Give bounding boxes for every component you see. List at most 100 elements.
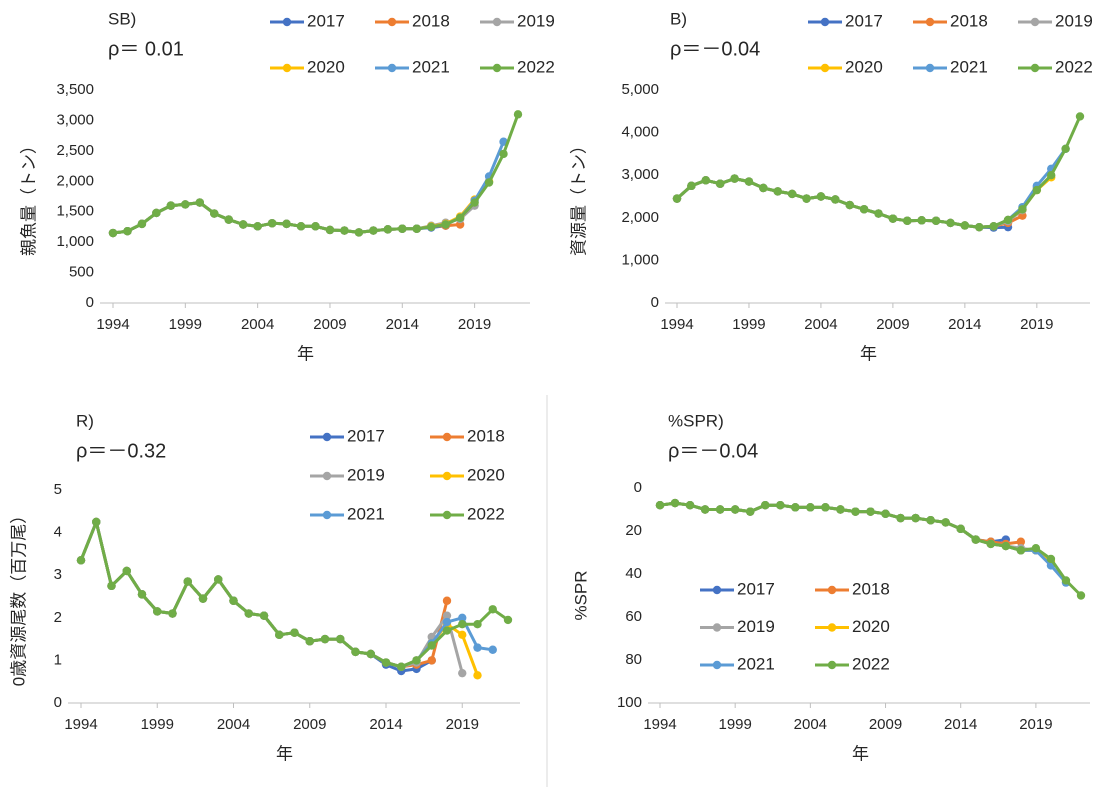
y-tick-label: 40 [625, 565, 642, 582]
legend-label: 2017 [845, 11, 883, 30]
point [975, 222, 984, 232]
legend-label: 2019 [737, 617, 775, 636]
point [715, 179, 725, 188]
point [290, 628, 299, 637]
y-axis-label: %SPR [571, 570, 590, 620]
point [305, 637, 314, 646]
point [903, 216, 912, 225]
y-tick-label: 100 [617, 694, 642, 711]
legend-label: 2019 [347, 465, 385, 484]
point [336, 634, 345, 644]
point [183, 577, 192, 586]
point [340, 226, 349, 235]
point [442, 596, 452, 605]
y-axis-label: 資源量（トン） [569, 137, 588, 256]
point [499, 149, 508, 159]
series-line [79, 520, 464, 674]
panel-subtitle: ρ＝－0.04 [668, 440, 758, 462]
series-line [79, 520, 433, 673]
legend-label: 2020 [307, 57, 345, 76]
point [821, 503, 830, 512]
panel-title: B) [670, 9, 687, 28]
series-line [79, 520, 479, 676]
point [701, 176, 710, 185]
x-tick-label: 2019 [458, 316, 491, 333]
point [92, 517, 101, 527]
legend-label: 2018 [950, 11, 988, 30]
x-tick-label: 1994 [643, 716, 676, 733]
point [427, 641, 436, 650]
point [224, 215, 233, 224]
y-tick-label: 0 [634, 479, 642, 496]
y-tick-label: 3,000 [56, 111, 94, 128]
point [730, 505, 740, 514]
point [896, 513, 905, 523]
point [941, 518, 950, 527]
point [672, 194, 682, 203]
point [917, 216, 926, 225]
point [960, 221, 970, 230]
legend-marker [820, 17, 830, 27]
point [1001, 541, 1011, 551]
point [1031, 544, 1041, 553]
point [488, 605, 497, 614]
legend-marker [442, 510, 452, 520]
legend-marker [827, 623, 837, 632]
point [311, 222, 320, 231]
point [244, 609, 253, 618]
point [259, 611, 269, 620]
y-tick-label: 20 [625, 522, 642, 539]
x-axis-label: 年 [860, 344, 877, 363]
point [1076, 591, 1086, 600]
y-tick-label: 2,500 [56, 142, 94, 159]
legend-marker [282, 63, 292, 73]
point [137, 590, 147, 599]
point [76, 556, 86, 565]
point [989, 222, 998, 231]
point [1061, 144, 1070, 153]
legend-label: 2021 [347, 504, 385, 523]
point [123, 226, 132, 236]
point [986, 539, 995, 549]
point [458, 630, 467, 640]
x-axis-label: 年 [276, 744, 293, 763]
panel-subtitle: ρ＝－0.04 [670, 38, 760, 60]
point [442, 626, 452, 635]
point [381, 658, 391, 667]
point [759, 183, 768, 193]
point [398, 224, 407, 233]
y-tick-label: 1,000 [56, 233, 94, 250]
x-tick-label: 2004 [217, 716, 250, 733]
point [108, 228, 118, 238]
y-tick-label: 5 [54, 481, 62, 498]
x-axis-label: 年 [297, 344, 314, 363]
point [427, 222, 436, 232]
y-tick-label: 1,000 [621, 251, 659, 268]
x-tick-label: 2009 [869, 716, 902, 733]
x-tick-label: 2014 [386, 316, 419, 333]
point [214, 575, 223, 584]
y-axis-label: 0歳資源尾数（百万尾） [9, 507, 28, 686]
legend-label: 2020 [845, 57, 883, 76]
legend-label: 2018 [412, 11, 450, 30]
point [488, 645, 497, 654]
point [473, 671, 482, 680]
x-tick-label: 1999 [141, 716, 174, 733]
legend-marker [712, 660, 722, 670]
x-tick-label: 2009 [293, 716, 326, 733]
point [1016, 546, 1026, 555]
legend-label: 2018 [467, 426, 505, 445]
point [238, 220, 248, 229]
point [122, 566, 131, 576]
point [806, 503, 815, 512]
legend-label: 2017 [347, 426, 385, 445]
x-tick-label: 2014 [948, 316, 981, 333]
point [181, 200, 190, 209]
y-tick-label: 5,000 [621, 81, 659, 98]
legend-marker [492, 63, 502, 73]
legend-marker [387, 17, 397, 27]
x-tick-label: 2019 [1019, 716, 1052, 733]
legend-label: 2021 [737, 654, 775, 673]
legend-label: 2019 [1055, 11, 1093, 30]
